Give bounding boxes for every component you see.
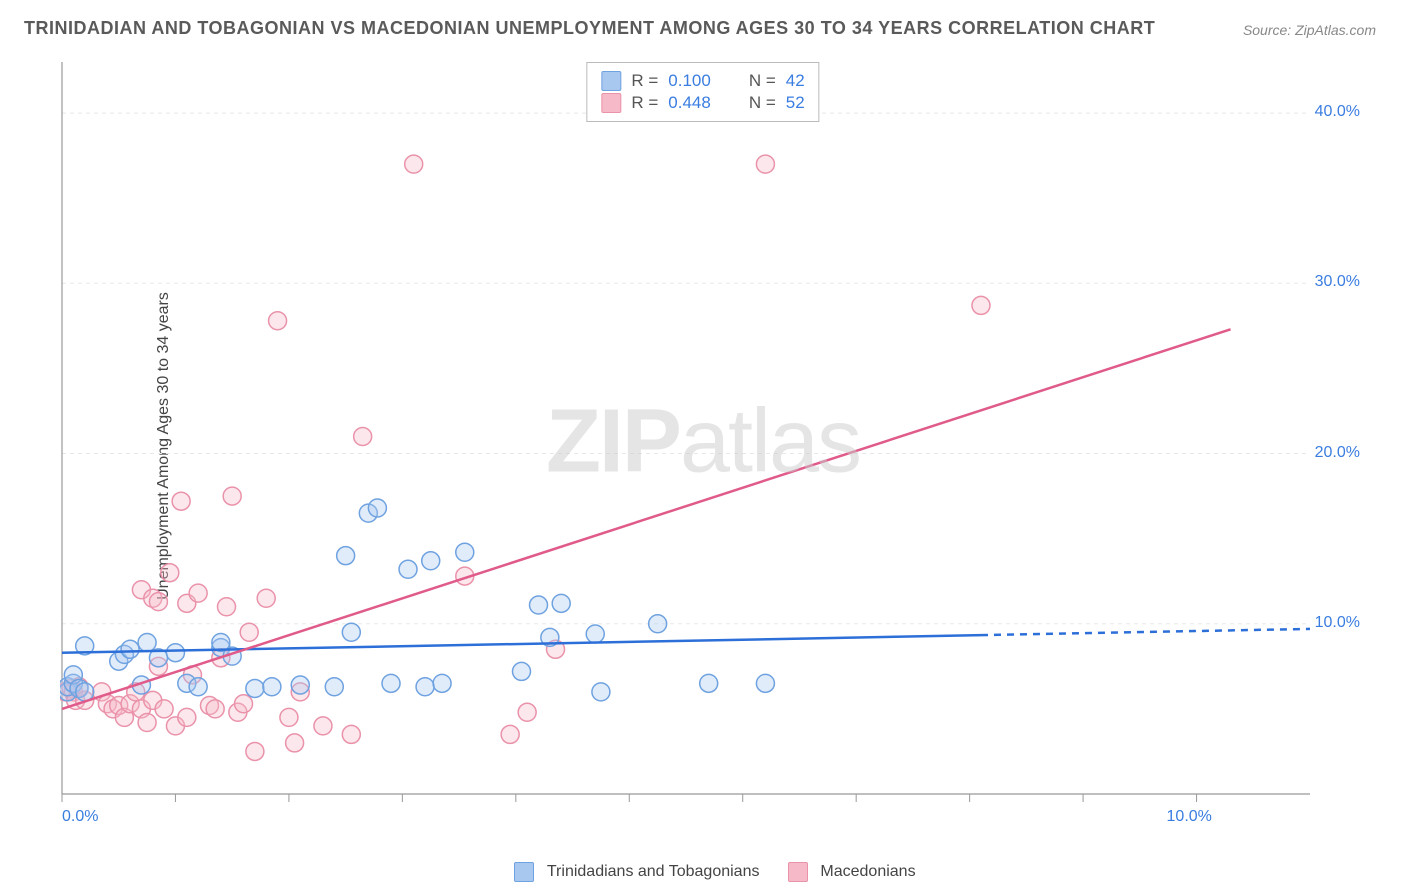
legend-label-series2: Macedonians <box>820 863 915 880</box>
r-value: 0.448 <box>668 93 711 113</box>
x-tick-label: 10.0% <box>1167 808 1212 826</box>
n-value: 42 <box>786 71 805 91</box>
stats-row-series1: R = 0.100 N = 42 <box>601 71 804 91</box>
y-tick-label: 20.0% <box>1315 444 1360 462</box>
x-tick-label: 0.0% <box>62 808 98 826</box>
swatch-series1 <box>514 862 534 882</box>
bottom-legend: Trinidadians and Tobagonians Macedonians <box>0 862 1406 882</box>
r-label: R = <box>631 71 658 91</box>
source-attribution: Source: ZipAtlas.com <box>1243 22 1376 38</box>
source-prefix: Source: <box>1243 22 1295 38</box>
y-tick-label: 40.0% <box>1315 103 1360 121</box>
plot-area: 0.0% 10.0% 10.0% 20.0% 30.0% 40.0% <box>60 60 1360 830</box>
legend-label-series1: Trinidadians and Tobagonians <box>547 863 760 880</box>
chart-title: TRINIDADIAN AND TOBAGONIAN VS MACEDONIAN… <box>24 18 1155 39</box>
r-label: R = <box>631 93 658 113</box>
n-label: N = <box>749 71 776 91</box>
source-name: ZipAtlas.com <box>1295 22 1376 38</box>
swatch-series2 <box>788 862 808 882</box>
y-tick-label: 10.0% <box>1315 614 1360 632</box>
r-value: 0.100 <box>668 71 711 91</box>
n-value: 52 <box>786 93 805 113</box>
n-label: N = <box>749 93 776 113</box>
swatch-series2 <box>601 93 621 113</box>
chart-canvas <box>60 60 1360 830</box>
y-tick-label: 30.0% <box>1315 273 1360 291</box>
stats-legend: R = 0.100 N = 42 R = 0.448 N = 52 <box>586 62 819 122</box>
swatch-series1 <box>601 71 621 91</box>
stats-row-series2: R = 0.448 N = 52 <box>601 93 804 113</box>
